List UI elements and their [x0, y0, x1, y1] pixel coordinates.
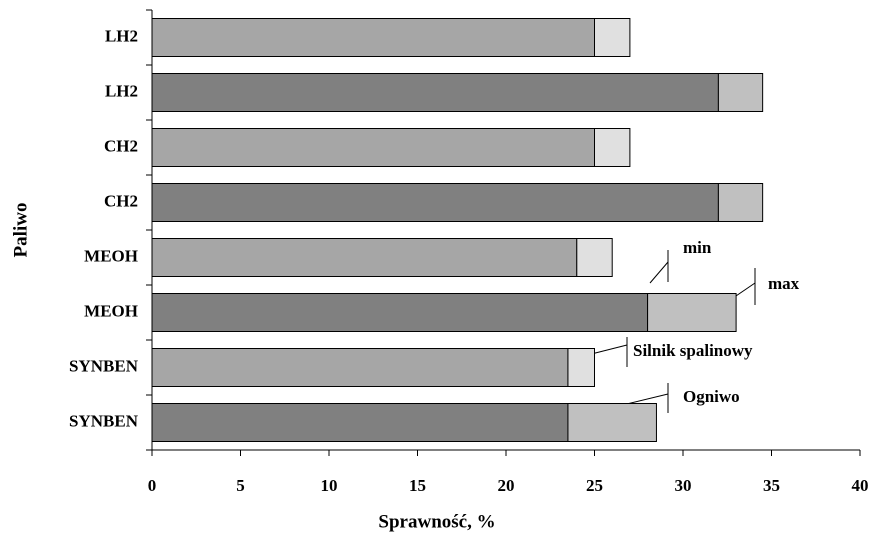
annotation: min — [683, 238, 712, 257]
bar-segment — [151, 183, 719, 222]
x-tick-label: 30 — [675, 476, 692, 495]
bar-segment — [151, 128, 595, 167]
bar-segment — [151, 348, 569, 387]
y-tick-label: CH2 — [104, 136, 138, 155]
bar-segment — [594, 128, 631, 167]
y-tick-label: LH2 — [105, 26, 138, 45]
y-tick-label: SYNBEN — [69, 356, 139, 375]
x-tick-label: 25 — [586, 476, 603, 495]
x-tick-label: 35 — [763, 476, 780, 495]
y-tick-label: MEOH — [84, 246, 138, 265]
y-tick-label: CH2 — [104, 191, 138, 210]
bar-segment — [151, 293, 649, 332]
x-axis-label: Sprawność, % — [378, 511, 495, 532]
annotation: Ogniwo — [683, 387, 740, 406]
leader-line — [732, 282, 756, 299]
bar-segment — [647, 293, 737, 332]
y-axis-label: Paliwo — [10, 203, 31, 258]
y-tick-label: SYNBEN — [69, 411, 139, 430]
y-tick-label: LH2 — [105, 81, 138, 100]
x-tick-label: 15 — [409, 476, 426, 495]
bar-segment — [717, 73, 764, 112]
bar-segment — [567, 348, 596, 387]
bar-segment — [717, 183, 764, 222]
bar-segment — [594, 18, 631, 57]
bar-segment — [567, 403, 657, 442]
y-tick-label: MEOH — [84, 301, 138, 320]
leader-line — [649, 261, 669, 284]
bar-segment — [151, 403, 569, 442]
x-tick-label: 10 — [321, 476, 338, 495]
bar-segment — [151, 238, 578, 277]
x-tick-label: 20 — [498, 476, 515, 495]
bar-segment — [151, 18, 595, 57]
x-tick-label: 5 — [236, 476, 245, 495]
annotation: Silnik spalinowy — [633, 341, 753, 360]
bar-segment — [151, 73, 719, 112]
bar-segment — [576, 238, 613, 277]
x-tick-label: 40 — [852, 476, 869, 495]
annotation: max — [768, 274, 800, 293]
x-tick-label: 0 — [148, 476, 157, 495]
